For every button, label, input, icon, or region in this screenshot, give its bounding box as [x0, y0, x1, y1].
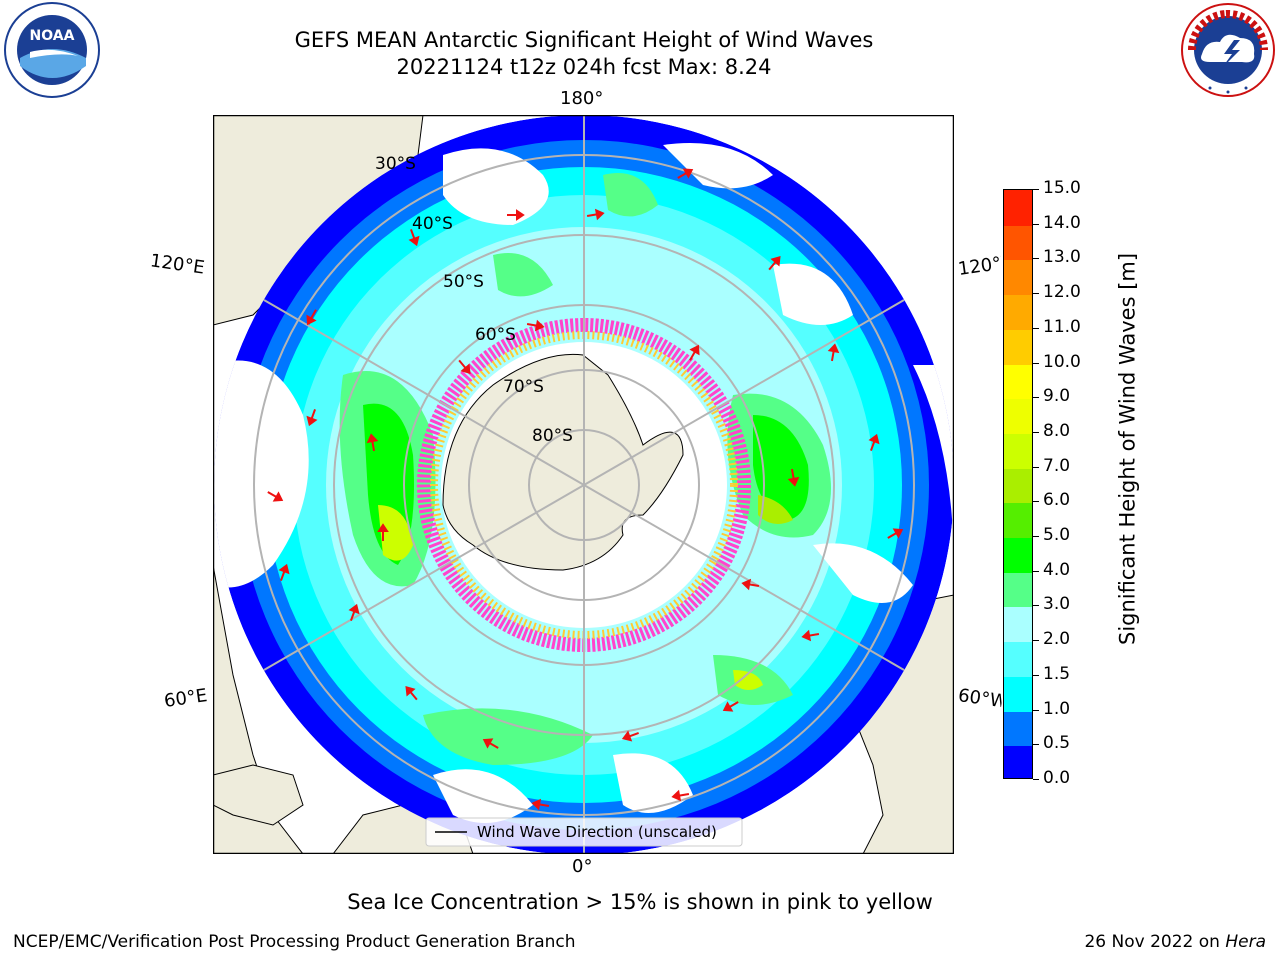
colorbar-tick [1033, 674, 1039, 676]
colorbar-segment [1004, 710, 1032, 747]
sea-ice-note-text: Sea Ice Concentration > 15% is shown in … [347, 890, 933, 914]
colorbar-segment [1004, 294, 1032, 330]
latitude-label-50s: 50°S [443, 272, 484, 292]
footer-date-text: 26 Nov 2022 on [1084, 932, 1220, 952]
colorbar-segment [1004, 190, 1032, 226]
colorbar-tick [1033, 362, 1039, 364]
latitude-label-30s: 30°S [375, 154, 416, 174]
colorbar-tick-label: 7.0 [1043, 455, 1071, 476]
colorbar-segment [1004, 502, 1032, 539]
colorbar-segment [1004, 745, 1032, 778]
lon-label-120e: 120°E [148, 250, 206, 279]
noaa-logo: NOAA [0, 0, 104, 100]
colorbar-segment [1004, 398, 1032, 434]
colorbar-segment [1004, 224, 1032, 261]
colorbar-tick-label: 9.0 [1043, 386, 1071, 407]
colorbar-tick-label: 12.0 [1043, 282, 1081, 303]
colorbar-tick-label: 11.0 [1043, 316, 1081, 337]
colorbar-tick-label: 2.0 [1043, 629, 1071, 650]
colorbar-tick [1033, 744, 1039, 746]
map-title: GEFS MEAN Antarctic Significant Height o… [294, 28, 874, 52]
colorbar-segment [1004, 363, 1032, 400]
lon-label-180: 180° [560, 88, 604, 109]
colorbar-tick [1033, 640, 1039, 642]
colorbar-tick [1033, 258, 1039, 260]
colorbar-tick-label: 1.0 [1043, 698, 1071, 719]
latitude-label-60s: 60°S [475, 325, 516, 345]
colorbar-tick [1033, 397, 1039, 399]
colorbar-tick [1033, 293, 1039, 295]
latitude-label-80s: 80°S [532, 426, 573, 446]
footer-date: 26 Nov 2022 on Hera [1084, 932, 1266, 952]
colorbar [1003, 189, 1033, 779]
colorbar-segment [1004, 641, 1032, 677]
colorbar-tick [1033, 189, 1039, 190]
polar-map: 30°S 40°S 50°S 60°S 70°S 80°S Wind Wave … [212, 114, 955, 855]
latitude-label-70s: 70°S [503, 377, 544, 397]
colorbar-tick-label: 14.0 [1043, 212, 1081, 233]
colorbar-tick [1033, 431, 1039, 433]
colorbar-tick [1033, 327, 1039, 329]
colorbar-label: Significant Height of Wind Waves [m] [1115, 252, 1140, 645]
colorbar-tick-label: 15.0 [1043, 178, 1081, 198]
colorbar-tick-label: 4.0 [1043, 559, 1071, 580]
footer-credit: NCEP/EMC/Verification Post Processing Pr… [13, 932, 576, 952]
colorbar-tick [1033, 223, 1039, 225]
national-weather-service-logo [1176, 0, 1280, 100]
colorbar-segment [1004, 328, 1032, 365]
colorbar-tick [1033, 779, 1039, 780]
colorbar-segment [1004, 537, 1032, 573]
colorbar-tick-label: 0.5 [1043, 733, 1071, 754]
colorbar-tick [1033, 709, 1039, 711]
colorbar-tick [1033, 466, 1039, 468]
wind-arrows [267, 168, 904, 811]
map-legend: Wind Wave Direction (unscaled) [425, 817, 743, 847]
footer-machine: Hera [1225, 932, 1266, 952]
map-panel: 30°S 40°S 50°S 60°S 70°S 80°S Wind Wave … [212, 114, 955, 855]
colorbar-tick [1033, 570, 1039, 572]
colorbar-tick-label: 5.0 [1043, 525, 1071, 546]
colorbar-tick [1033, 501, 1039, 503]
colorbar-segment [1004, 432, 1032, 469]
lon-label-60e: 60°E [162, 685, 209, 712]
land-mass-antarctica [442, 353, 684, 571]
colorbar-tick-label: 3.0 [1043, 594, 1071, 615]
land-mass-island [212, 764, 304, 826]
colorbar-tick-label: 10.0 [1043, 351, 1081, 372]
colorbar-segment [1004, 675, 1032, 712]
colorbar-tick-label: 1.5 [1043, 663, 1071, 684]
lon-label-120w: 120°W [956, 253, 1004, 280]
noaa-logo-text: NOAA [30, 28, 75, 44]
colorbar-tick-label: 0.0 [1043, 768, 1071, 788]
map-subtitle: 20221124 t12z 024h fcst Max: 8.24 [396, 55, 772, 79]
sea-ice-note: Sea Ice Concentration > 15% is shown in … [0, 890, 1280, 914]
legend-label: Wind Wave Direction (unscaled) [477, 823, 717, 841]
colorbar-segment [1004, 606, 1032, 643]
colorbar-tick-label: 13.0 [1043, 247, 1081, 268]
colorbar-tick-label: 6.0 [1043, 490, 1071, 511]
latitude-label-40s: 40°S [412, 214, 453, 234]
colorbar-segment [1004, 259, 1032, 296]
lon-label-0: 0° [572, 856, 593, 877]
colorbar-tick [1033, 605, 1039, 607]
colorbar-segment [1004, 571, 1032, 608]
colorbar-segment [1004, 467, 1032, 504]
colorbar-tick-label: 8.0 [1043, 420, 1071, 441]
colorbar-tick [1033, 536, 1039, 538]
lon-label-60w: 60°W [956, 685, 1004, 712]
